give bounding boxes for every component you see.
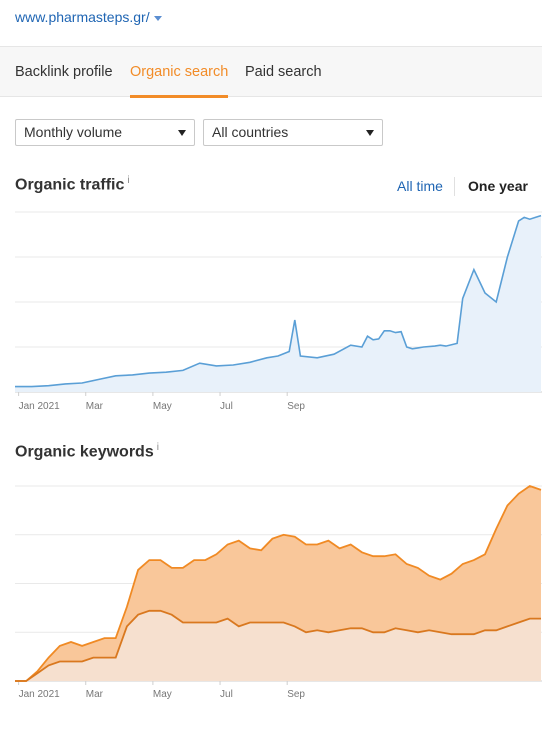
volume-select[interactable]: Monthly volume: [15, 119, 195, 146]
x-tick-label: Jan 2021: [19, 401, 61, 412]
x-tick-label: Sep: [287, 689, 305, 700]
organic-traffic-title-text: Organic traffic: [15, 176, 125, 194]
domain-text: www.pharmasteps.gr/: [15, 9, 150, 25]
info-icon[interactable]: i: [127, 175, 130, 186]
tab-paid-search[interactable]: Paid search: [245, 64, 322, 80]
x-tick-label: Sep: [287, 401, 305, 412]
organic-traffic-title: Organic traffic i: [15, 175, 130, 194]
info-icon[interactable]: i: [156, 442, 159, 453]
x-tick-label: May: [153, 689, 172, 700]
dropdown-arrow-icon: [178, 130, 186, 136]
organic-keywords-title: Organic keywords i: [15, 442, 159, 461]
chevron-down-icon[interactable]: [153, 15, 162, 21]
keywords-bottom-positions-line: [15, 609, 541, 682]
country-select-value: All countries: [212, 124, 289, 140]
x-tick-label: May: [153, 401, 172, 412]
keywords-top-positions-line: [15, 484, 542, 682]
organic-keywords-title-text: Organic keywords: [15, 443, 154, 461]
keywords-bottom-positions-area: [15, 610, 541, 681]
traffic-line: [15, 214, 542, 388]
x-tick-label: Mar: [86, 689, 104, 700]
range-one-year[interactable]: One year: [468, 178, 528, 194]
tab-backlink-profile[interactable]: Backlink profile: [15, 64, 113, 80]
x-tick-label: Mar: [86, 401, 104, 412]
range-divider: [454, 177, 455, 196]
country-select[interactable]: All countries: [203, 119, 383, 146]
domain-bar: www.pharmasteps.gr/: [0, 0, 542, 46]
organic-traffic-chart: Jan 2021 Mar May Jul Sep: [15, 211, 542, 412]
x-tick-label: Jul: [220, 689, 233, 700]
dropdown-arrow-icon: [366, 130, 374, 136]
report-tabs: Backlink profile Organic search Paid sea…: [0, 46, 542, 98]
range-all-time[interactable]: All time: [397, 178, 443, 194]
organic-keywords-chart: Jan 2021 Mar May Jul Sep: [15, 484, 542, 700]
x-tick-label: Jan 2021: [19, 689, 61, 700]
x-tick-label: Jul: [220, 401, 233, 412]
volume-select-value: Monthly volume: [24, 124, 123, 140]
domain-selector[interactable]: www.pharmasteps.gr/: [15, 9, 162, 25]
tab-organic-search[interactable]: Organic search: [130, 47, 229, 98]
